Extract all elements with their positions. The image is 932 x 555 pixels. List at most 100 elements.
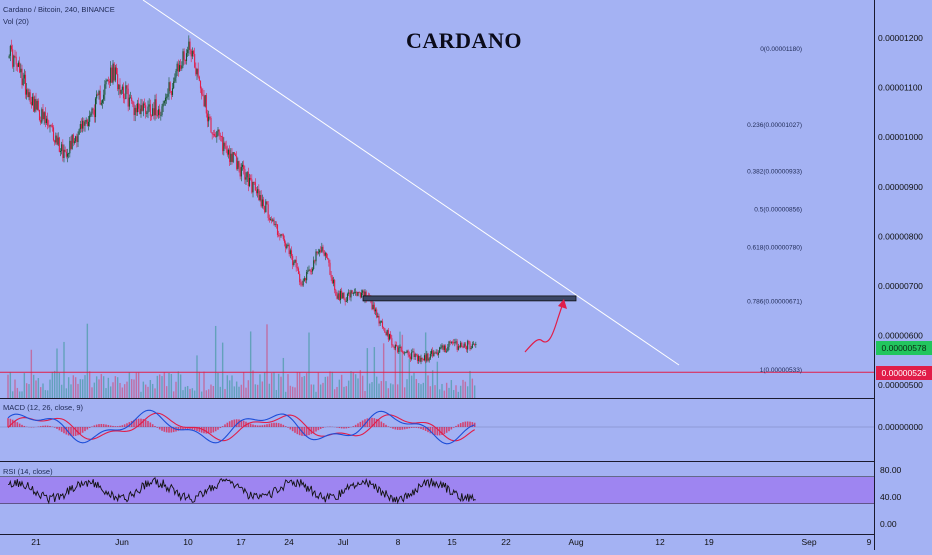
volume-bar [38,378,39,398]
candle-body [315,251,316,261]
candle-body [339,293,340,300]
candle-body [404,353,405,354]
candle-body [334,280,335,290]
candle-body [74,141,75,142]
volume-bar [348,381,349,398]
volume-bar [262,381,263,398]
candle-body [21,69,22,85]
volume-bar [266,324,267,398]
candle-body [303,281,304,286]
macd-histogram-bar [280,424,282,427]
candle-body [56,136,57,145]
volume-bar [229,380,230,398]
volume-bar [182,390,183,398]
volume-bar [217,373,218,398]
candle-body [193,51,194,54]
time-axis-label: 22 [501,537,511,547]
price-axis-label: 0.00001200 [878,33,923,43]
candle-body [454,342,455,343]
candle-body [118,85,119,90]
volume-bar [31,350,32,398]
volume-bar [206,390,207,398]
candle-body [222,136,223,151]
candle-body [30,92,31,102]
candle-body [438,353,439,355]
volume-bar [234,386,235,398]
candle-body [178,64,179,72]
candle-body [132,101,133,104]
volume-bar [220,387,221,398]
price-axis-label: 0.00001100 [878,83,923,93]
volume-bar [194,391,195,398]
candle-body [277,224,278,235]
rsi-axis-label: 80.00 [880,465,902,475]
volume-bar [40,387,41,398]
volume-bar [10,372,11,398]
volume-bar [376,377,377,398]
volume-bar [203,372,204,398]
volume-bar [248,380,249,398]
candle-body [310,270,311,272]
candle-body [329,263,330,275]
candle-body [39,110,40,120]
volume-bar [84,375,85,398]
volume-bar [336,387,337,398]
candle-body [462,347,463,348]
macd-indicator-label[interactable]: MACD (12, 26, close, 9) [3,403,83,412]
fib-level-label: 0.5(0.00000856) [754,207,802,214]
candle-body [98,91,99,95]
volume-bar [80,379,81,398]
candle-body [418,356,419,361]
candle-body [346,301,347,302]
candle-body [384,328,385,332]
macd-histogram-bar [250,424,252,427]
candle-body [112,64,113,83]
candle-body [385,332,386,335]
candle-body [54,140,55,142]
macd-histogram-bar [467,421,469,427]
volume-bar [210,385,211,398]
candle-body [172,88,173,95]
volume-bar [385,381,386,398]
candle-body [11,46,12,49]
candle-body [25,75,26,95]
candle-body [60,151,61,152]
volume-bar [278,374,279,398]
candle-body [468,341,469,342]
candle-body [157,115,158,116]
volume-bar [189,389,190,398]
candle-body [170,82,171,91]
macd-histogram-bar [252,425,254,427]
macd-histogram-bar [318,427,320,430]
candle-body [250,178,251,179]
candle-body [466,346,467,349]
candle-body [426,354,427,361]
volume-bar [406,379,407,398]
candle-body [440,347,441,348]
volume-bar [437,362,438,398]
macd-histogram-bar [462,422,464,427]
candle-body [164,101,165,103]
volume-bar [294,387,295,398]
fib-level-label: 0(0.00001180) [760,46,802,53]
time-axis-label: 8 [396,537,401,547]
candle-body [173,81,174,88]
candle-body [352,290,353,293]
macd-histogram-bar [444,427,446,434]
candle-body [350,290,351,297]
candle-body [375,309,376,311]
candle-body [72,135,73,149]
candle-body [97,94,98,95]
symbol-label[interactable]: Cardano / Bitcoin, 240, BINANCE [3,5,115,14]
volume-indicator-label[interactable]: Vol (20) [3,17,29,26]
candle-body [425,355,426,360]
candle-body [307,271,308,273]
volume-bar [70,384,71,398]
rsi-indicator-label[interactable]: RSI (14, close) [3,467,53,476]
candle-body [142,105,143,111]
candle-body [115,67,116,80]
candle-body [254,182,255,183]
